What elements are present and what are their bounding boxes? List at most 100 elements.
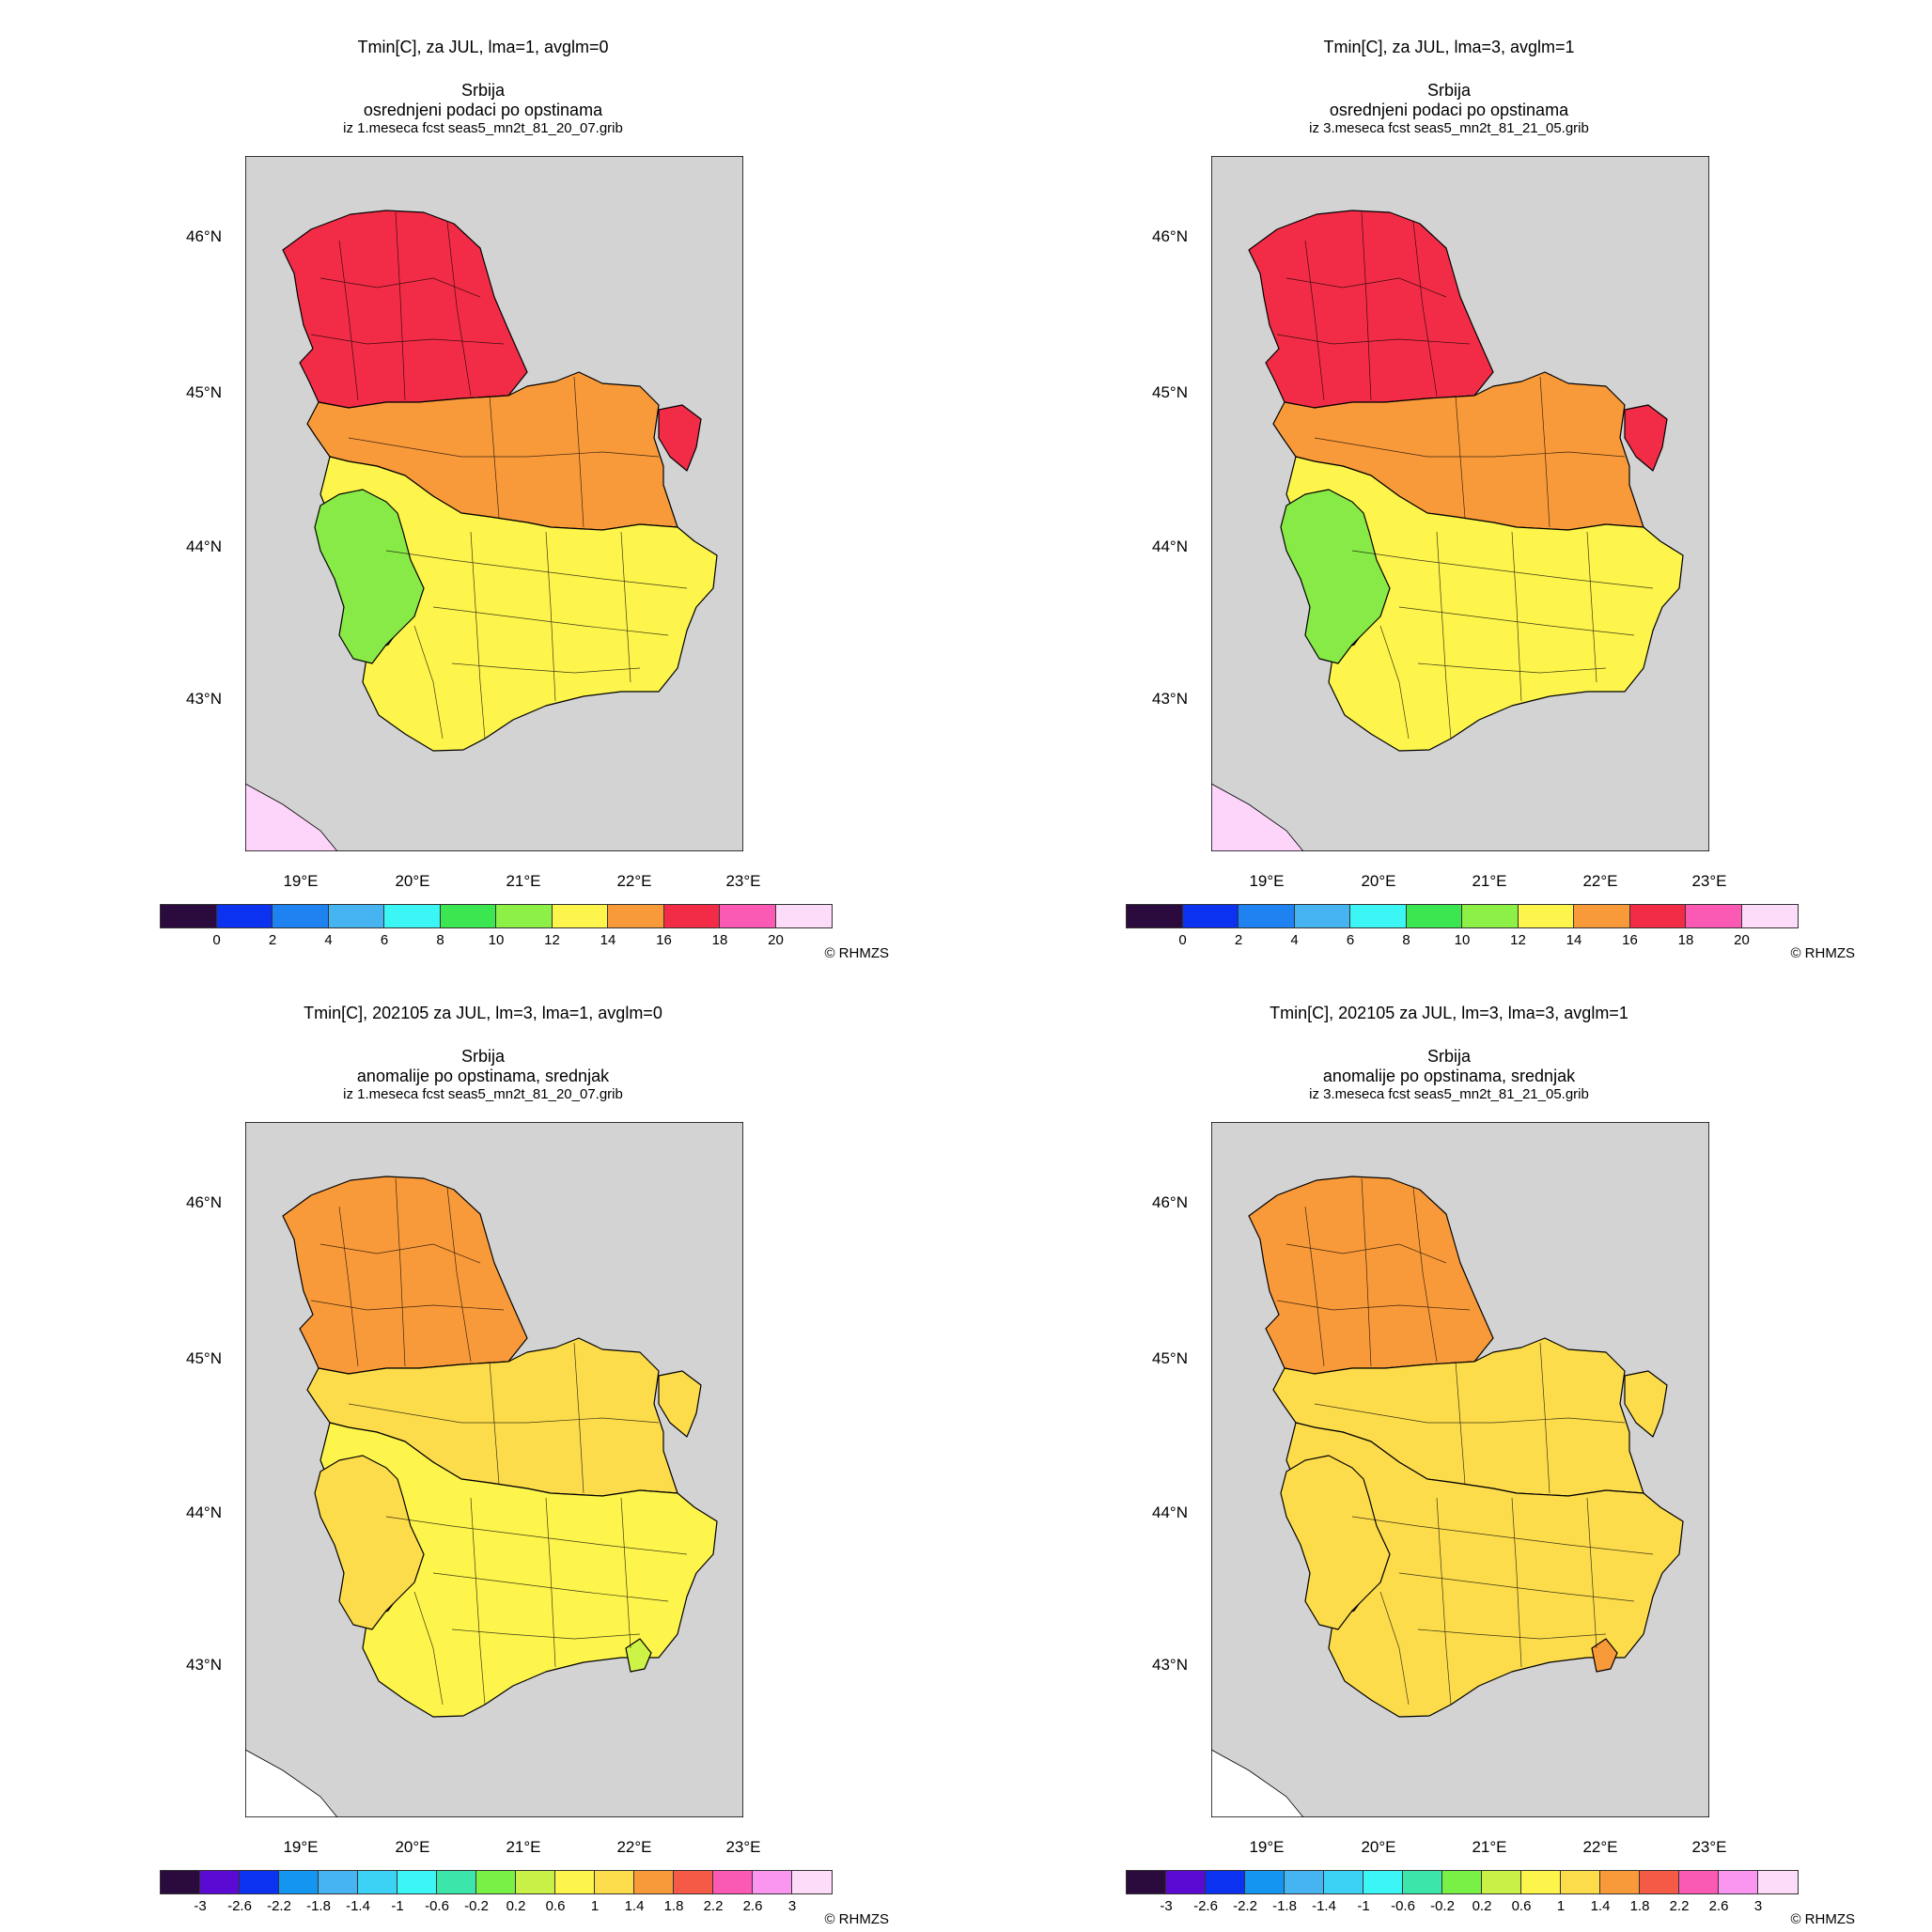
color-bar-swatch	[1127, 905, 1183, 927]
panel-source: iz 1.meseca fcst seas5_mn2t_81_20_07.gri…	[343, 120, 623, 136]
color-bar-label: -1.4	[346, 1898, 370, 1914]
region-spot	[1591, 1638, 1618, 1673]
longitude-label: 23°E	[725, 1838, 761, 1856]
color-bar-swatch	[634, 1871, 674, 1893]
color-bar-label: 6	[380, 932, 389, 948]
color-bar-label: 0.6	[545, 1898, 566, 1914]
color-bar-label: 16	[1622, 932, 1638, 948]
color-bar-label: 12	[1510, 932, 1526, 948]
region-west	[314, 489, 425, 664]
color-bar-swatch	[1640, 1871, 1679, 1893]
latitude-label: 43°N	[186, 1656, 222, 1674]
color-bar-label: 2.2	[703, 1898, 724, 1914]
latitude-label: 45°N	[186, 1349, 222, 1367]
color-bar-swatch	[273, 905, 329, 927]
color-bar-swatch	[713, 1871, 753, 1893]
color-bar-label: 14	[600, 932, 616, 948]
color-bar-swatch	[1350, 905, 1407, 927]
copyright-text: © RHMZS	[1790, 945, 1855, 961]
color-bar-label: 2	[1234, 932, 1243, 948]
panel-source: iz 1.meseca fcst seas5_mn2t_81_20_07.gri…	[343, 1086, 623, 1102]
color-bar-label: 20	[1734, 932, 1750, 948]
color-bar-label: 10	[488, 932, 505, 948]
color-bar-swatch	[1719, 1871, 1758, 1893]
color-bar-label: 1.4	[624, 1898, 645, 1914]
color-bar-swatch	[608, 905, 664, 927]
color-bar-swatch	[720, 905, 776, 927]
panel-region: Srbija	[460, 81, 506, 100]
region-east-spot	[1624, 1370, 1668, 1438]
panel-subtitle: osrednjeni podaci po opstinama	[1329, 101, 1569, 119]
color-bar-label: 1.8	[663, 1898, 684, 1914]
color-bar-label: 2.2	[1669, 1898, 1690, 1914]
region-east-spot	[1624, 404, 1668, 472]
latitude-label: 45°N	[1152, 1349, 1188, 1367]
color-bar-label: -1.4	[1312, 1898, 1336, 1914]
color-bar-label: 8	[1402, 932, 1410, 948]
color-bar-swatch	[1363, 1871, 1403, 1893]
panel-source: iz 3.meseca fcst seas5_mn2t_81_21_05.gri…	[1309, 1086, 1589, 1102]
latitude-label: 44°N	[1152, 1504, 1188, 1521]
color-bar-swatch	[216, 905, 273, 927]
color-bar-swatch	[1285, 1871, 1324, 1893]
color-bar-swatch	[240, 1871, 279, 1893]
color-bar-swatch	[384, 905, 441, 927]
map-panel-3: Tmin[C], 202105 za JUL, lm=3, lma=1, avg…	[0, 966, 966, 1932]
region-east-spot	[658, 1370, 702, 1438]
color-bar	[160, 904, 833, 928]
color-bar-swatch	[1679, 1871, 1719, 1893]
longitude-label: 22°E	[1582, 1838, 1618, 1856]
color-bar-swatch	[1406, 905, 1462, 927]
latitude-label: 43°N	[1152, 1656, 1188, 1674]
latitude-label: 46°N	[186, 227, 222, 245]
color-bar-swatch	[1521, 1871, 1561, 1893]
longitude-label: 23°E	[725, 872, 761, 890]
color-bar-swatch	[792, 1871, 832, 1893]
region-west	[314, 1455, 425, 1630]
color-bar-swatch	[1482, 1871, 1521, 1893]
color-bar-swatch	[440, 905, 496, 927]
region-east-spot	[658, 404, 702, 472]
longitude-label: 21°E	[506, 1838, 541, 1856]
map-panel-2: Tmin[C], za JUL, lma=3, avglm=1 Srbija o…	[966, 0, 1932, 966]
color-bar-swatch	[319, 1871, 358, 1893]
longitude-label: 19°E	[283, 872, 319, 890]
color-bar-swatch	[775, 905, 832, 927]
latitude-label: 46°N	[186, 1193, 222, 1211]
color-bar-swatch	[1182, 905, 1239, 927]
color-bar-swatch	[516, 1871, 555, 1893]
color-bar-swatch	[753, 1871, 792, 1893]
color-bar-label: -1.8	[1272, 1898, 1297, 1914]
color-bar-label: -0.6	[425, 1898, 449, 1914]
color-bar-swatch	[1518, 905, 1574, 927]
color-bar-swatch	[1294, 905, 1350, 927]
color-bar-label: -0.2	[464, 1898, 489, 1914]
color-bar-label: 6	[1346, 932, 1355, 948]
latitude-label: 43°N	[186, 690, 222, 708]
color-bar-swatch	[1758, 1871, 1798, 1893]
panel-title: Tmin[C], 202105 za JUL, lm=3, lma=3, avg…	[1270, 1004, 1628, 1022]
color-bar-label: -1	[1357, 1898, 1370, 1914]
color-bar-swatch	[1239, 905, 1295, 927]
color-bar-label: 1	[590, 1898, 600, 1914]
region-west	[1280, 1455, 1391, 1630]
copyright-text: © RHMZS	[1790, 1911, 1855, 1927]
map-frame	[245, 156, 743, 851]
color-bar-swatch	[1686, 905, 1742, 927]
color-bar-swatch	[496, 905, 553, 927]
copyright-text: © RHMZS	[824, 1911, 889, 1927]
color-bar-label: 16	[656, 932, 672, 948]
color-bar-label: -2.2	[267, 1898, 291, 1914]
color-bar-swatch	[1741, 905, 1798, 927]
panel-region: Srbija	[460, 1047, 506, 1066]
color-bar-label: 8	[436, 932, 444, 948]
color-bar-label: -2.2	[1233, 1898, 1257, 1914]
corner-country	[1211, 1749, 1304, 1817]
color-bar-label: 10	[1454, 932, 1471, 948]
panel-subtitle: osrednjeni podaci po opstinama	[363, 101, 603, 119]
color-bar-label: 4	[324, 932, 333, 948]
color-bar-swatch	[358, 1871, 397, 1893]
longitude-label: 20°E	[1361, 1838, 1396, 1856]
panel-title: Tmin[C], 202105 za JUL, lm=3, lma=1, avg…	[304, 1004, 662, 1022]
color-bar-swatch	[1127, 1871, 1166, 1893]
